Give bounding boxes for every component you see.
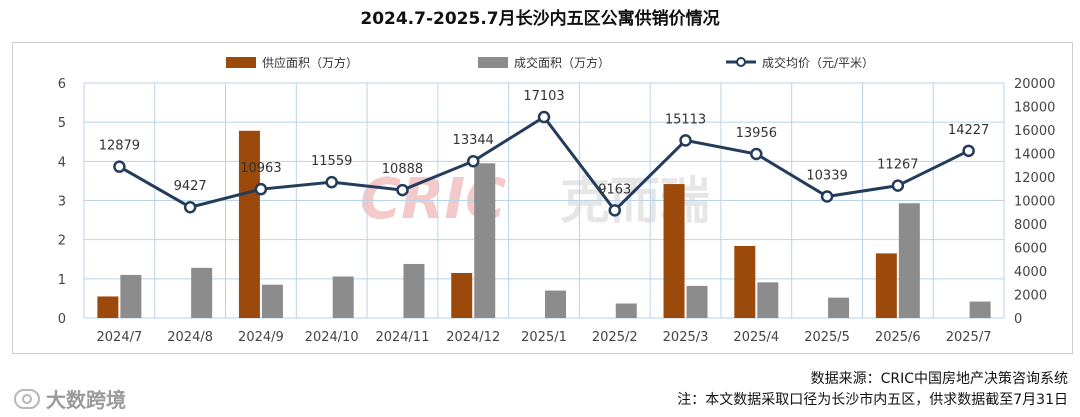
bar-deal <box>261 284 283 318</box>
data-label-price: 13344 <box>453 133 494 148</box>
y-tick-right: 20000 <box>1014 77 1055 92</box>
bar-supply <box>734 245 756 318</box>
data-label-price: 10963 <box>240 161 281 176</box>
x-tick: 2024/8 <box>167 330 213 345</box>
data-label-price: 15113 <box>665 112 706 127</box>
bar-supply <box>238 130 260 318</box>
brand-logo: 大数跨境 <box>14 384 126 413</box>
chart-line: 12879 9427 10963 11559 10888 13344 17103 9163 15… <box>99 89 989 217</box>
x-tick: 2025/7 <box>946 330 992 345</box>
bar-deal <box>332 276 354 318</box>
x-tick: 2024/12 <box>446 330 500 345</box>
x-tick: 2024/11 <box>375 330 429 345</box>
x-tick: 2025/2 <box>592 330 638 345</box>
point-price <box>679 134 692 147</box>
y-tick-left: 6 <box>58 77 66 92</box>
bar-deal <box>898 203 920 318</box>
x-tick: 2024/10 <box>305 330 359 345</box>
point-price <box>113 160 126 173</box>
x-tick: 2025/6 <box>875 330 921 345</box>
bar-deal <box>474 163 496 318</box>
y-tick-right: 14000 <box>1014 148 1055 163</box>
legend-label: 成交面积（万方） <box>514 55 610 70</box>
data-label-price: 11267 <box>877 158 918 173</box>
y-tick-left: 5 <box>58 116 66 131</box>
chart-title: 2024.7-2025.7月长沙内五区公寓供销价情况 <box>360 9 720 29</box>
x-tick: 2024/7 <box>97 330 143 345</box>
y-tick-right: 10000 <box>1014 195 1055 210</box>
data-label-price: 13956 <box>736 126 777 141</box>
bar-deal <box>969 301 991 318</box>
bar-deal <box>403 263 425 318</box>
bar-deal <box>686 285 708 318</box>
point-price <box>466 154 480 168</box>
point-price <box>608 204 622 217</box>
brand-name: 大数跨境 <box>46 388 126 412</box>
x-tick: 2025/3 <box>663 330 709 345</box>
data-label-price: 10888 <box>382 162 423 177</box>
legend-label: 成交均价（元/平米） <box>762 55 874 70</box>
point-price <box>254 182 268 196</box>
point-price <box>396 183 409 197</box>
bar-deal <box>191 267 213 318</box>
legend-label: 供应面积（万方） <box>262 55 358 70</box>
y-tick-left: 1 <box>58 273 66 288</box>
y-tick-right: 12000 <box>1014 171 1055 186</box>
x-tick: 2024/9 <box>238 330 284 345</box>
chart-axes: 0 1 2 3 4 5 6 0 2000 4000 6000 8000 10000 12000 14000 1… <box>58 77 1056 345</box>
data-label-price: 12879 <box>99 139 140 154</box>
legend-marker-price <box>736 57 746 67</box>
x-tick: 2025/5 <box>804 330 850 345</box>
bar-supply <box>663 184 685 318</box>
data-note: 注：本文数据采取口径为长沙市内五区，供求数据截至7月31日 <box>677 392 1068 408</box>
point-price <box>325 175 338 189</box>
y-tick-right: 4000 <box>1014 265 1047 280</box>
data-label-price: 14227 <box>948 123 989 138</box>
legend-swatch-supply <box>226 57 256 68</box>
x-tick: 2025/4 <box>733 330 779 345</box>
data-source: 数据来源：CRIC中国房地产决策咨询系统 <box>810 371 1068 387</box>
chart-legend: 供应面积（万方） 成交面积（万方） 成交均价（元/平米） <box>226 55 874 70</box>
y-tick-right: 18000 <box>1014 101 1055 116</box>
point-price <box>891 179 905 192</box>
y-tick-right: 16000 <box>1014 124 1055 139</box>
y-tick-left: 2 <box>58 234 66 249</box>
y-tick-right: 0 <box>1014 312 1022 327</box>
data-label-price: 9427 <box>174 179 207 194</box>
point-price <box>537 110 551 124</box>
point-price <box>820 190 834 203</box>
bar-deal <box>545 290 566 318</box>
point-price <box>750 147 763 161</box>
bar-deal <box>615 303 637 318</box>
y-tick-right: 8000 <box>1014 218 1047 233</box>
legend-swatch-deal <box>478 57 508 68</box>
y-tick-right: 6000 <box>1014 242 1047 257</box>
bar-deal <box>120 274 142 318</box>
data-label-price: 17103 <box>523 89 564 104</box>
data-label-price: 9163 <box>598 182 631 197</box>
y-tick-left: 4 <box>58 155 66 170</box>
x-tick: 2025/1 <box>521 330 567 345</box>
bar-supply <box>97 296 119 318</box>
point-price <box>183 200 197 214</box>
brand-icon <box>14 388 40 409</box>
chart-bars <box>97 130 991 318</box>
y-tick-left: 3 <box>58 195 66 210</box>
y-tick-left: 0 <box>58 312 66 327</box>
point-price <box>962 144 975 158</box>
data-label-price: 10339 <box>806 169 847 184</box>
bar-deal <box>828 297 850 318</box>
y-tick-right: 2000 <box>1014 289 1047 304</box>
data-label-price: 11559 <box>311 154 352 169</box>
bar-deal <box>757 282 779 318</box>
bar-supply <box>451 272 473 318</box>
bar-supply <box>875 253 897 318</box>
